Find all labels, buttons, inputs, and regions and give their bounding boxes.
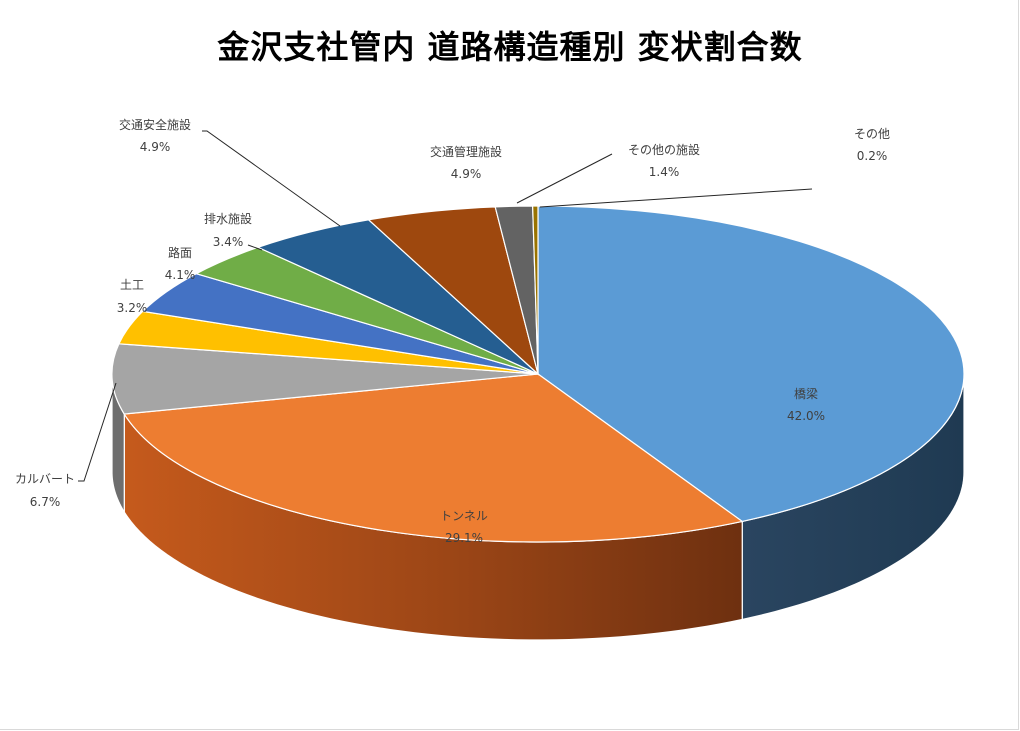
value-label-9: 1.4% bbox=[649, 165, 680, 179]
value-label-10: 0.2% bbox=[857, 149, 888, 163]
category-label-9: その他の施設 bbox=[628, 142, 700, 157]
slice-2 bbox=[123, 373, 744, 543]
category-label-10: その他 bbox=[854, 127, 890, 141]
data-labels: 橋梁 42.0% トンネル 29.1% カルバート 6.7% 土工 3.2% 路面 4.1% 排水施… bbox=[15, 117, 890, 545]
category-label-7: 交通安全施設 bbox=[119, 117, 191, 132]
leader-line-1 bbox=[78, 382, 117, 482]
category-label-3: カルバート bbox=[15, 472, 75, 486]
category-label-1: 橋梁 bbox=[794, 386, 818, 401]
slice-10 bbox=[532, 205, 539, 375]
value-label-2: 29.1% bbox=[445, 531, 483, 545]
leader-line-5 bbox=[539, 188, 813, 208]
pie-slices bbox=[111, 205, 965, 543]
value-label-8: 4.9% bbox=[451, 167, 482, 181]
value-label-1: 42.0% bbox=[787, 409, 825, 423]
slice-1 bbox=[537, 205, 965, 523]
category-label-4: 土工 bbox=[120, 278, 144, 292]
leader-lines bbox=[78, 130, 813, 482]
category-label-8: 交通管理施設 bbox=[430, 144, 502, 159]
category-label-5: 路面 bbox=[168, 245, 192, 260]
slice-3 bbox=[111, 343, 539, 415]
leader-line-4 bbox=[516, 153, 613, 204]
value-label-4: 3.2% bbox=[117, 301, 148, 315]
category-label-2: トンネル bbox=[440, 509, 488, 523]
category-label-6: 排水施設 bbox=[204, 211, 252, 226]
value-label-7: 4.9% bbox=[140, 140, 171, 154]
value-label-5: 4.1% bbox=[165, 268, 196, 282]
leader-line-3 bbox=[247, 244, 263, 251]
value-label-3: 6.7% bbox=[30, 495, 61, 509]
leader-line-2 bbox=[202, 130, 341, 227]
chart-title: 金沢支社管内 道路構造種別 変状割合数 bbox=[217, 28, 803, 66]
value-label-6: 3.4% bbox=[213, 235, 244, 249]
